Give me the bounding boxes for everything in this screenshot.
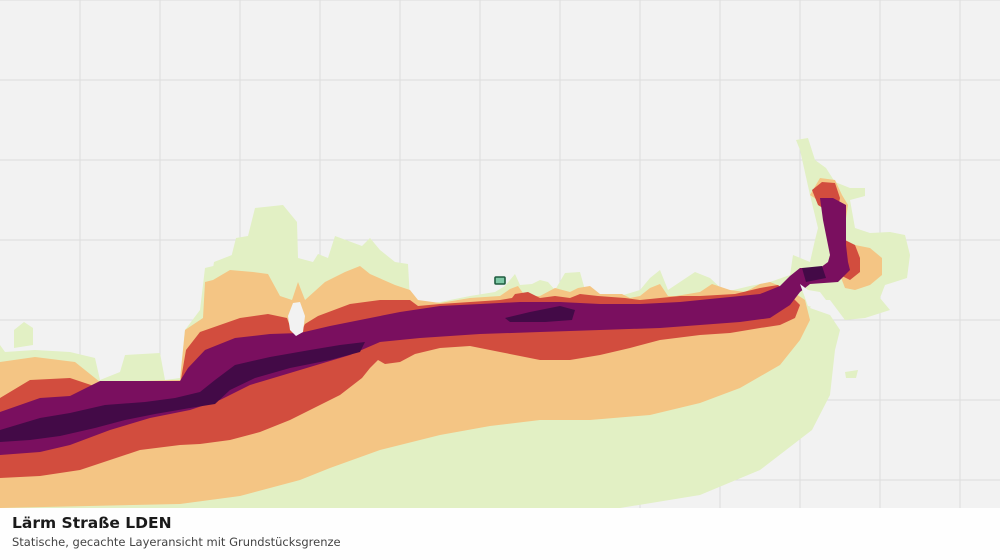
- property-boundary-marker[interactable]: [494, 276, 506, 285]
- map-caption: Lärm Straße LDEN Statische, gecachte Lay…: [0, 508, 1000, 560]
- noise-band-highest: [0, 266, 826, 442]
- caption-subtitle: Statische, gecachte Layeransicht mit Gru…: [12, 535, 341, 549]
- map-gaps: [288, 284, 826, 336]
- caption-title: Lärm Straße LDEN: [12, 514, 172, 532]
